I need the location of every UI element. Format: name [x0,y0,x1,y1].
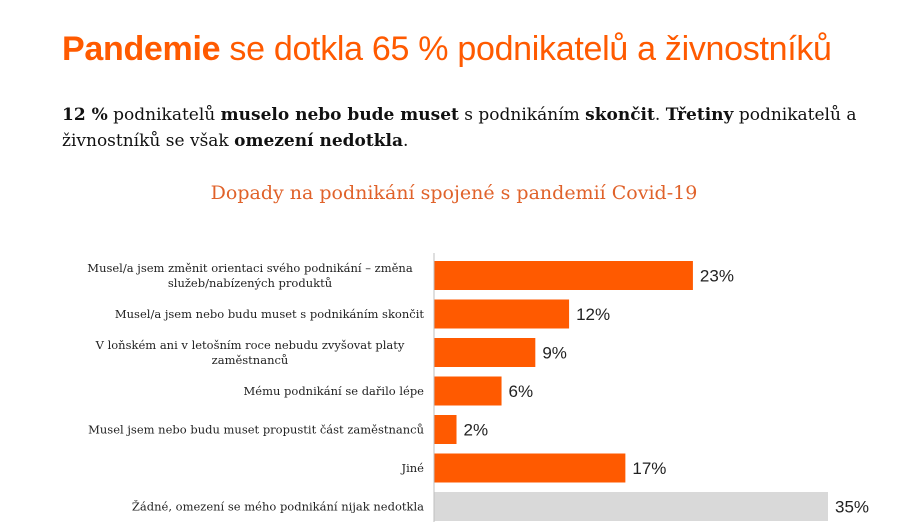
subtitle-part: podnikatelů a živnostníků se však [62,105,857,151]
bar-2 [434,299,570,329]
category-label-1: Musel/a jsem změnit orientaci svého podn… [87,261,413,275]
data-label-1: 23% [700,267,734,286]
bar-7 [434,492,828,521]
data-label-3: 9% [542,344,567,363]
bar-3 [434,338,536,367]
subtitle-part: muselo nebo bude muset [220,105,459,125]
page-subtitle: 12 % podnikatelů muselo nebo bude muset … [62,102,892,154]
chart-title: Dopady na podnikání spojené s pandemií C… [210,182,698,204]
category-label-1: služeb/nabízených produktů [168,276,332,290]
subtitle-part: . [654,105,666,125]
category-label-3: V loňském ani v letošním roce nebudu zvy… [95,338,405,352]
page-title: Pandemie se dotkla 65 % podnikatelů a ži… [62,30,832,69]
subtitle-part: podnikatelů [107,105,221,125]
category-label-2: Musel/a jsem nebo budu muset s podnikání… [115,307,425,321]
subtitle-part: skončit [585,105,655,125]
subtitle-part: Třetiny [665,105,734,125]
bar-4 [434,376,502,406]
subtitle-part: . [403,131,409,151]
category-label-5: Musel jsem nebo budu muset propustit čás… [88,423,424,437]
data-label-2: 12% [576,305,610,324]
page-title-bold: Pandemie [62,30,221,68]
page-title-rest: se dotkla 65 % podnikatelů a živnostníků [220,30,832,68]
category-label-4: Mému podnikání se dařilo lépe [243,384,424,398]
data-label-7: 35% [835,498,869,517]
category-label-6: Jiné [400,461,424,475]
data-label-6: 17% [632,459,666,478]
bar-5 [434,415,457,444]
data-label-5: 2% [464,421,489,440]
subtitle-part: s podnikáním [458,105,586,125]
category-label-7: Žádné, omezení se mého podnikání nijak n… [132,500,424,514]
bar-6 [434,453,626,483]
subtitle-part: omezení nedotkla [234,131,403,151]
bar-1 [434,261,693,290]
category-label-3: zaměstnanců [212,353,289,367]
data-label-4: 6% [509,382,534,401]
subtitle-part: 12 % [62,105,108,125]
